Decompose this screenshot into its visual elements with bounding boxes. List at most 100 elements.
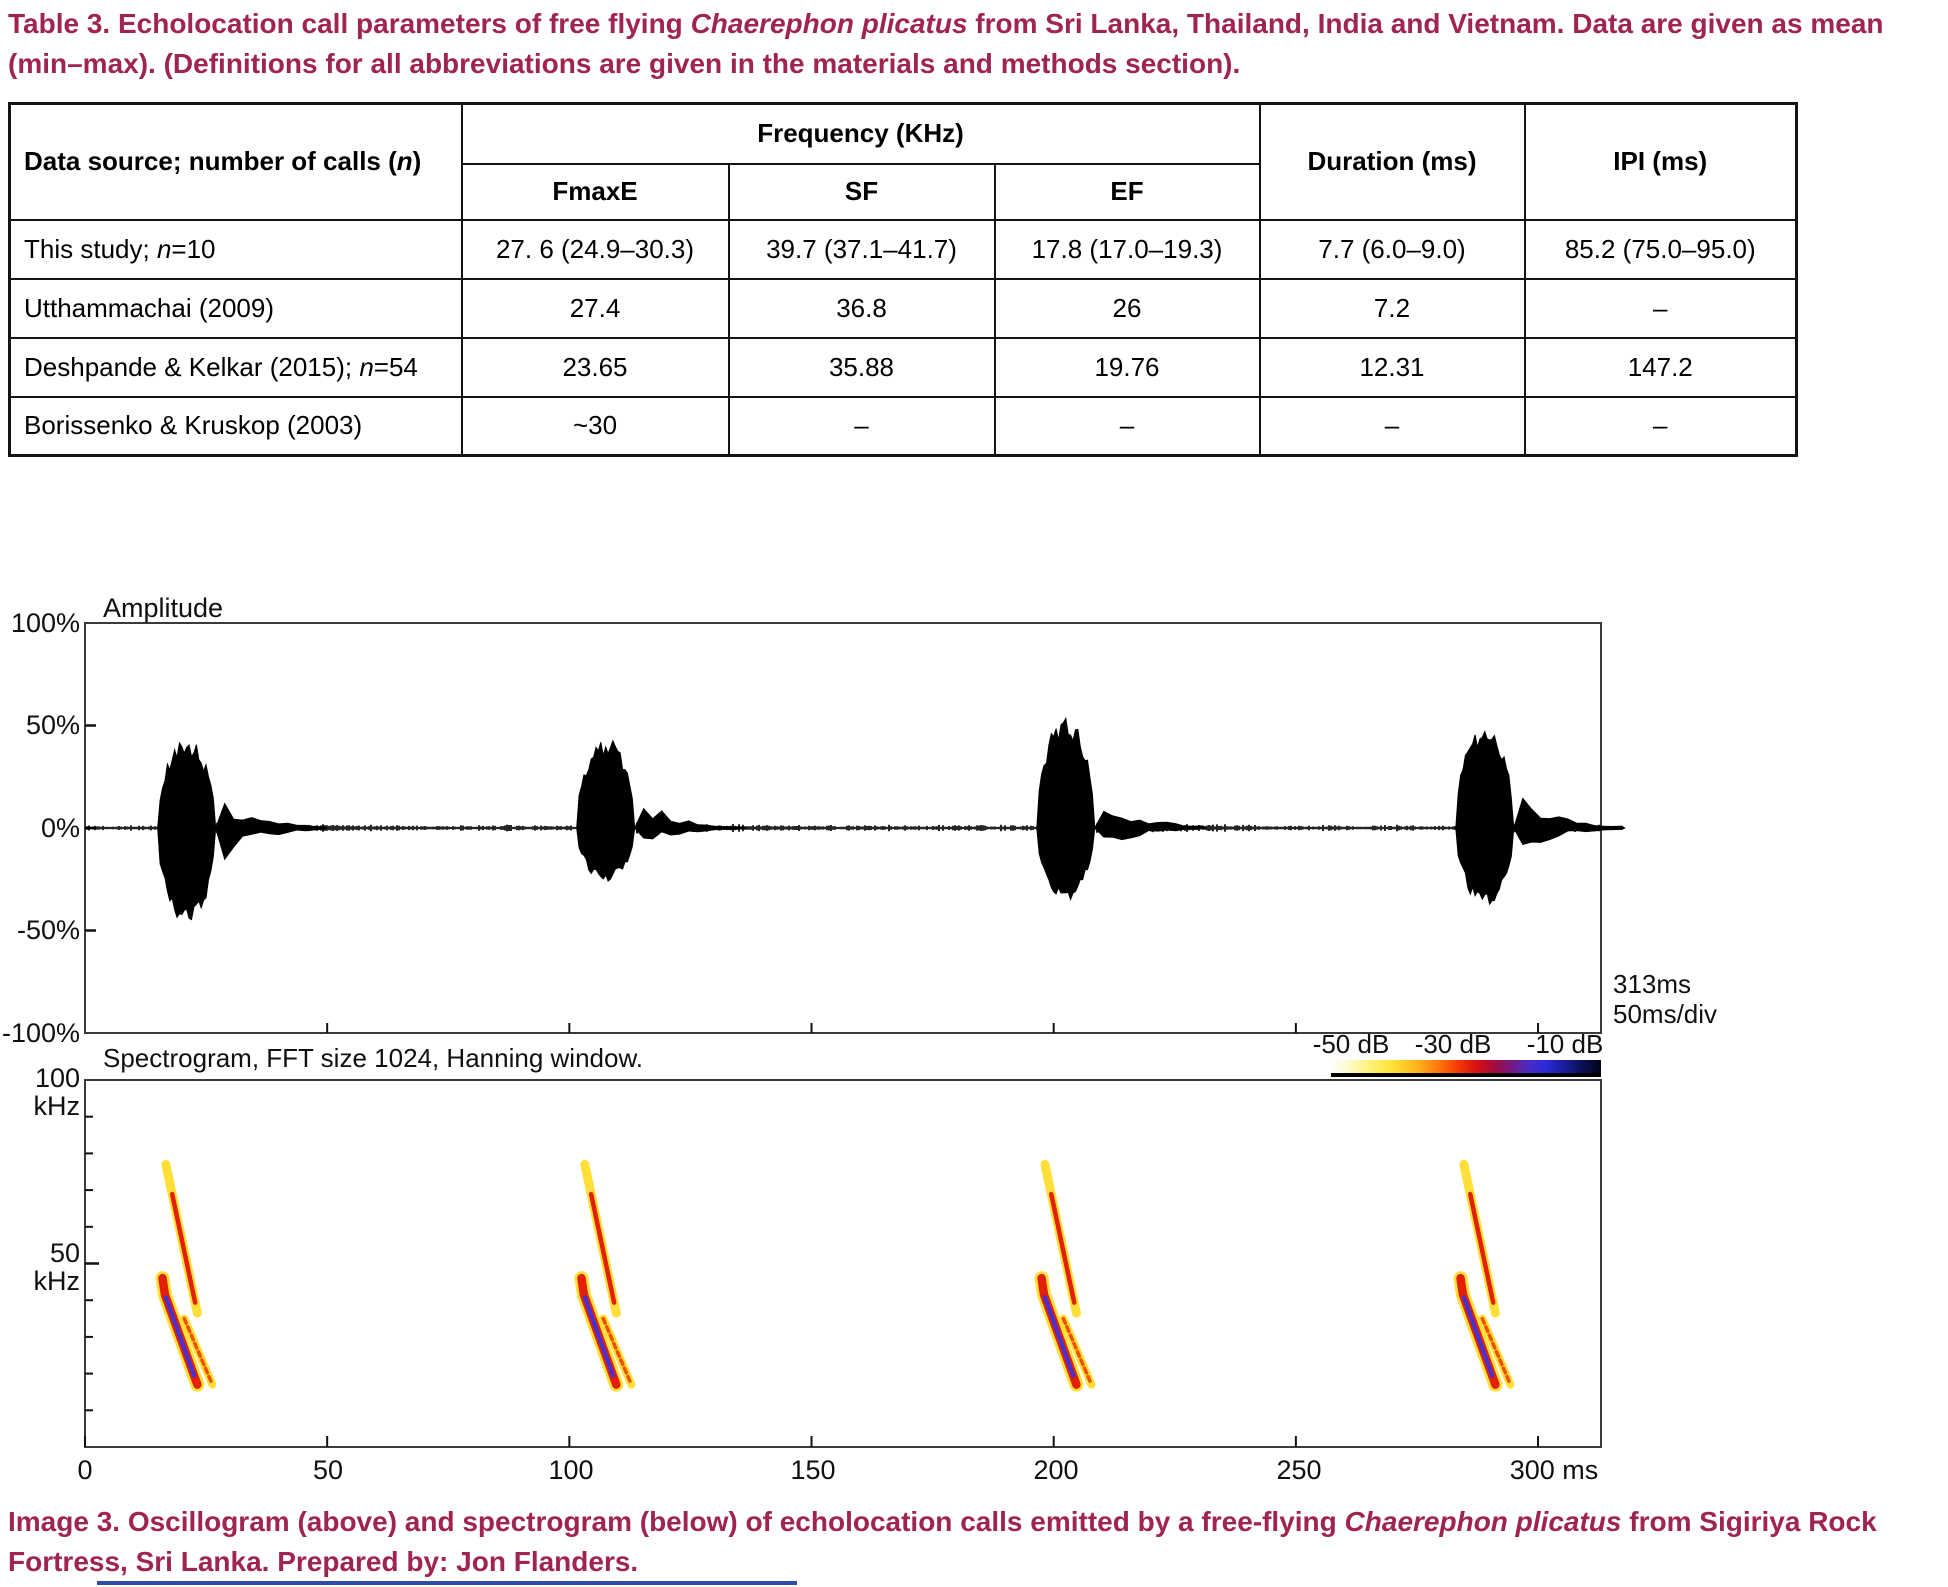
spectrogram-call-signatures (155, 1159, 1515, 1392)
call-signature (574, 1159, 636, 1392)
osc-time-per-div-label: 50ms/div (1613, 999, 1718, 1029)
cell-value: 27. 6 (24.9–30.3) (460, 218, 730, 280)
spec-xtick-100: 100 (548, 1455, 594, 1485)
text-run: Borissenko & Kruskop (2003) (24, 410, 363, 441)
cell-value: 26 (993, 277, 1261, 339)
spec-xtick-200: 200 (1033, 1455, 1079, 1485)
cell-value: – (993, 395, 1261, 457)
col-header-ef: EF (993, 162, 1261, 221)
call-pulse (1036, 716, 1208, 901)
cell-value: 35.88 (727, 336, 996, 398)
n-italic: n (156, 233, 172, 264)
cell-value: 85.2 (75.0–95.0) (1523, 218, 1798, 280)
cell-value: 27.4 (460, 277, 730, 339)
call-pulse (576, 739, 748, 882)
bottom-partial-rule (97, 1581, 797, 1585)
text-run: ) (412, 146, 422, 177)
text-run: Fortress, Sri Lanka. Prepared by: Jon Fl… (8, 1546, 639, 1577)
cell-value: – (1258, 395, 1526, 457)
spec-xtick-50: 50 (312, 1455, 344, 1485)
parameters-table: Data source; number of calls (n) Frequen… (8, 102, 1798, 457)
cell-value: 17.8 (17.0–19.3) (993, 218, 1261, 280)
echo-core (601, 1316, 634, 1387)
osc-ytick-50: 50% (25, 710, 80, 740)
image-caption-line-2: Fortress, Sri Lanka. Prepared by: Jon Fl… (8, 1542, 1938, 1582)
fundamental-core (163, 1295, 197, 1378)
db-color-scale (1331, 1060, 1601, 1077)
osc-ytick-100: 100% (10, 608, 80, 638)
call-signature (155, 1159, 217, 1392)
spec-xtick-300ms: 300 ms (1509, 1455, 1599, 1485)
echo-core (1480, 1316, 1513, 1387)
col-group-header-frequency: Frequency (KHz) (460, 102, 1261, 165)
fundamental-core (1461, 1295, 1495, 1378)
cell-value: 147.2 (1523, 336, 1798, 398)
image-caption: Image 3. Oscillogram (above) and spectro… (8, 1502, 1938, 1582)
table-row: Deshpande & Kelkar (2015); n=54 23.65 35.8… (8, 336, 1798, 398)
spec-xtick-150: 150 (790, 1455, 836, 1485)
col-header-duration: Duration (ms) (1258, 102, 1526, 221)
spec-xtick-250: 250 (1276, 1455, 1322, 1485)
spectrogram-title: Spectrogram, FFT size 1024, Hanning wind… (103, 1043, 644, 1073)
db-scale-label-minus10: -10 dB (1526, 1029, 1604, 1059)
text-run: from Sri Lanka, Thailand, India and Viet… (967, 8, 1884, 39)
spectrogram-border (84, 1079, 1602, 1448)
cell-value: – (1523, 277, 1798, 339)
cell-data-source: Deshpande & Kelkar (2015); n=54 (8, 336, 463, 398)
cell-data-source: Borissenko & Kruskop (2003) (8, 395, 463, 457)
col-header-data-source: Data source; number of calls (n) (8, 102, 463, 221)
col-header-sf: SF (727, 162, 996, 221)
text-run: Data source; number of calls ( (24, 146, 397, 177)
table-row: Utthammachai (2009) 27.4 36.8 26 7.2– (8, 277, 1798, 339)
fundamental-core (582, 1295, 616, 1378)
osc-ytick-neg100: -100% (1, 1018, 80, 1048)
call-signature (1453, 1159, 1515, 1392)
call-pulse (157, 741, 329, 921)
cell-value: 36.8 (727, 277, 996, 339)
fundamental-core (1042, 1295, 1076, 1378)
osc-ytick-0: 0% (40, 813, 80, 843)
spec-ytick-100khz: 100 kHz (33, 1063, 81, 1121)
cell-value: 23.65 (460, 336, 730, 398)
db-scale-label-minus50: -50 dB (1312, 1029, 1390, 1059)
oscillogram-waveform (86, 716, 1626, 921)
oscillogram-title: Amplitude (103, 593, 224, 623)
osc-total-duration-label: 313ms (1613, 969, 1692, 999)
text-run: Deshpande & Kelkar (2015); (24, 351, 360, 382)
table-caption: Table 3. Echolocation call parameters of… (8, 4, 1938, 84)
harmonic-core (169, 1191, 198, 1305)
text-run: Image 3. Oscillogram (above) and spectro… (8, 1506, 1345, 1537)
cell-value: 39.7 (37.1–41.7) (727, 218, 996, 280)
species-name-italic: Chaerephon plicatus (690, 8, 968, 39)
echo-core (182, 1316, 215, 1387)
table-caption-line-2: (min–max). (Definitions for all abbrevia… (8, 44, 1938, 84)
cell-value: 12.31 (1258, 336, 1526, 398)
text-run: Utthammachai (2009) (24, 292, 274, 323)
text-run: (min–max). (Definitions for all abbrevia… (8, 48, 1241, 79)
spectrogram-frame (84, 1079, 1602, 1448)
col-header-ipi: IPI (ms) (1523, 102, 1798, 221)
cell-value: 19.76 (993, 336, 1261, 398)
call-pulse (1455, 730, 1626, 906)
text-run: =54 (373, 351, 418, 382)
text-run: Table 3. Echolocation call parameters of… (8, 8, 691, 39)
spec-xtick-0: 0 (77, 1455, 93, 1485)
text-run: This study; (24, 233, 157, 264)
table-caption-line-1: Table 3. Echolocation call parameters of… (8, 4, 1938, 44)
table-row: This study; n=10 27. 6 (24.9–30.3) 39.7 (3… (8, 218, 1798, 280)
cell-data-source: This study; n=10 (8, 218, 463, 280)
cell-data-source: Utthammachai (2009) (8, 277, 463, 339)
spec-ytick-50khz: 50 kHz (33, 1238, 81, 1296)
text-run: from Sigiriya Rock (1621, 1506, 1877, 1537)
image-caption-line-1: Image 3. Oscillogram (above) and spectro… (8, 1502, 1938, 1542)
species-name-italic: n (396, 146, 413, 177)
call-signature (1034, 1159, 1096, 1392)
col-header-fmaxe: FmaxE (460, 162, 730, 221)
db-scale-label-minus30: -30 dB (1414, 1029, 1492, 1059)
harmonic-core (1467, 1191, 1496, 1305)
harmonic-core (588, 1191, 617, 1305)
n-italic: n (359, 351, 374, 382)
cell-value: – (727, 395, 996, 457)
cell-value: – (1523, 395, 1798, 457)
